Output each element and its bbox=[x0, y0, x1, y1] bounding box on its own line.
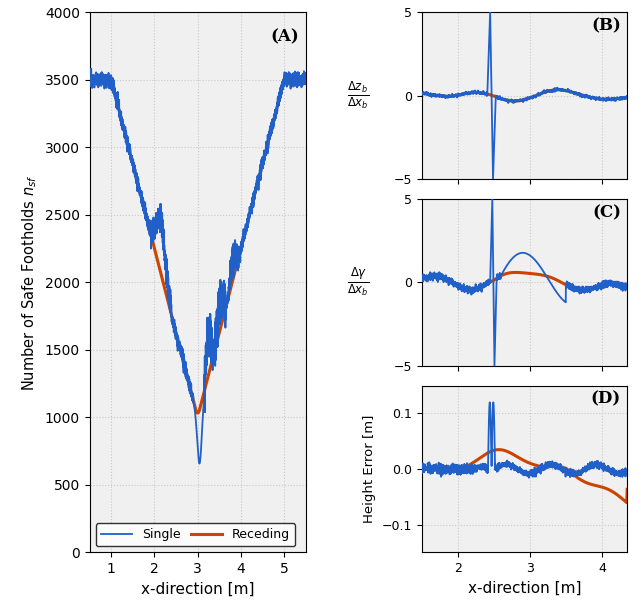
Y-axis label: Height Error [m]: Height Error [m] bbox=[363, 415, 376, 523]
Single bbox=[87, 65, 95, 72]
Single bbox=[86, 76, 93, 84]
Single bbox=[298, 84, 305, 91]
Text: (A): (A) bbox=[270, 29, 299, 46]
X-axis label: x-direction [m]: x-direction [m] bbox=[468, 581, 581, 595]
Single bbox=[169, 313, 177, 320]
Text: (D): (D) bbox=[591, 391, 621, 408]
Single bbox=[275, 103, 282, 110]
Y-axis label: $\frac{\Delta z_b}{\Delta x_b}$: $\frac{\Delta z_b}{\Delta x_b}$ bbox=[348, 80, 370, 111]
Single bbox=[301, 69, 309, 76]
Receding bbox=[168, 315, 176, 322]
Receding bbox=[298, 76, 305, 83]
Line: Receding: Receding bbox=[90, 80, 305, 413]
Text: (C): (C) bbox=[592, 204, 621, 221]
Receding bbox=[110, 88, 118, 95]
Receding bbox=[194, 410, 202, 417]
Single bbox=[111, 83, 118, 90]
Y-axis label: $\frac{\Delta \gamma}{\Delta x_b}$: $\frac{\Delta \gamma}{\Delta x_b}$ bbox=[348, 266, 370, 299]
Y-axis label: Number of Safe Footholds $n_{sf}$: Number of Safe Footholds $n_{sf}$ bbox=[20, 174, 39, 390]
Receding bbox=[86, 76, 93, 83]
Receding bbox=[301, 76, 309, 83]
Legend: Single, Receding: Single, Receding bbox=[96, 523, 295, 546]
Single bbox=[196, 460, 204, 467]
Receding bbox=[124, 138, 131, 145]
Receding bbox=[178, 351, 186, 359]
Line: Single: Single bbox=[90, 69, 305, 464]
Receding bbox=[275, 99, 282, 106]
Single bbox=[178, 352, 186, 359]
X-axis label: x-direction [m]: x-direction [m] bbox=[141, 582, 254, 597]
Single bbox=[124, 148, 131, 155]
Text: (B): (B) bbox=[591, 17, 621, 34]
